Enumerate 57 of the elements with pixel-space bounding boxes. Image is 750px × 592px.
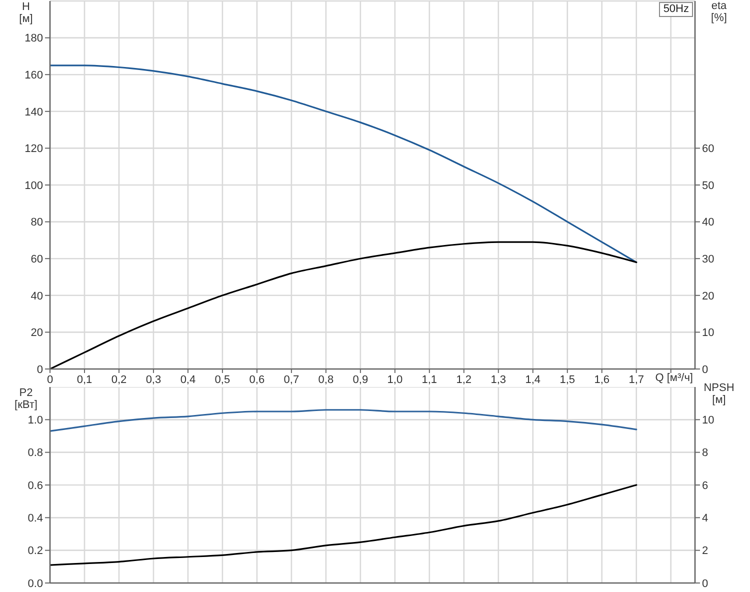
x-tick-label: 1,5	[560, 374, 576, 386]
y-tick-label: 0.0	[28, 578, 43, 590]
y-tick-label: 0.2	[28, 545, 43, 558]
y2-axis-title: eta [%]	[711, 0, 727, 24]
y-tick-label: 0.8	[28, 447, 43, 460]
line-series	[50, 64, 638, 264]
x-tick-label: 1,1	[422, 374, 438, 386]
y-tick-label: 0.4	[28, 512, 43, 525]
x-tick-label: 0,8	[318, 374, 334, 386]
y-tick-label: 140	[24, 106, 43, 118]
y-tick-label: 1.0	[28, 414, 43, 427]
y-tick-label: 120	[24, 143, 43, 156]
x-tick-label: 1,2	[456, 374, 472, 386]
y-tick-label: 160	[24, 70, 43, 82]
y-tick-label: 0.6	[28, 480, 43, 492]
y2-tick-label: 50	[702, 180, 714, 192]
y2-tick-label: 10	[702, 414, 714, 427]
x-tick-label: 1,3	[490, 374, 506, 386]
y2-tick-label: 10	[702, 327, 714, 340]
x-tick-label: 0,3	[146, 374, 162, 386]
x-tick-label: 0,4	[180, 374, 196, 386]
y2-axis-title: NPSH [м]	[704, 382, 734, 406]
y2-tick-label: 60	[702, 143, 714, 156]
x-tick-label: 0,5	[214, 374, 230, 386]
y2-tick-label: 4	[702, 512, 708, 525]
y2-tick-label: 8	[702, 447, 708, 460]
y2-tick-label: 40	[702, 216, 714, 229]
x-tick-label: 1,0	[387, 374, 403, 386]
x-tick-label: 0,2	[111, 374, 127, 386]
x-tick-label: 1,6	[594, 374, 610, 386]
y-tick-label: 80	[30, 216, 43, 229]
y-tick-label: 60	[30, 254, 43, 266]
y-tick-label: 40	[30, 290, 43, 302]
y2-tick-label: 20	[702, 290, 714, 302]
x-tick-label: 0,1	[76, 374, 92, 386]
x-axis-title: Q [м³/ч]	[655, 372, 693, 384]
x-tick-label: 1,4	[525, 374, 541, 386]
line-series	[50, 484, 638, 566]
x-tick-label: 1,7	[628, 374, 644, 386]
y-axis-title: H [м]	[19, 1, 33, 25]
x-tick-label: 0	[46, 374, 54, 386]
y2-tick-label: 0	[702, 364, 708, 376]
y2-tick-label: 30	[702, 254, 714, 266]
x-tick-label: 0,7	[284, 374, 300, 386]
x-tick-label: 0,6	[249, 374, 265, 386]
y2-tick-label: 2	[702, 545, 708, 558]
y-tick-label: 0	[36, 364, 43, 376]
line-series	[50, 241, 638, 369]
annotation: 50Hz	[659, 2, 693, 17]
y2-tick-label: 6	[702, 480, 708, 492]
y-tick-label: 100	[24, 180, 43, 192]
x-tick-label: 0,9	[352, 374, 368, 386]
y-tick-label: 20	[30, 327, 43, 340]
y2-tick-label: 0	[702, 578, 708, 590]
line-series	[50, 409, 638, 432]
y-axis-title: P2 [кВт]	[14, 387, 38, 411]
y-tick-label: 180	[24, 32, 43, 45]
